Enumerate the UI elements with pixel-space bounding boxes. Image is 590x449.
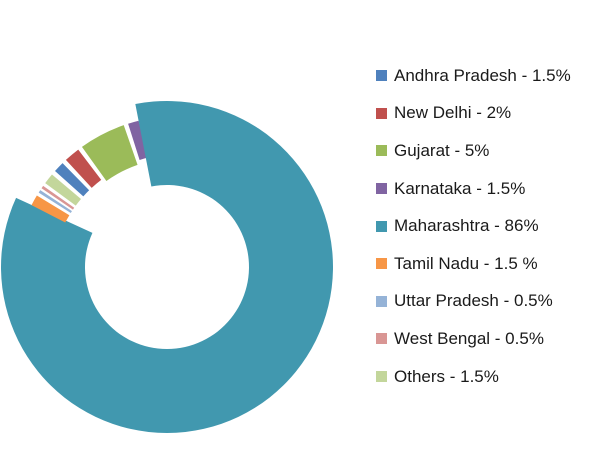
legend-item-andhra-pradesh: Andhra Pradesh - 1.5%: [376, 57, 571, 95]
legend-swatch: [376, 295, 387, 307]
legend-item-tamil-nadu: Tamil Nadu - 1.5 %: [376, 245, 571, 283]
legend-swatch: [376, 220, 387, 232]
slice-uttar-pradesh: [38, 190, 72, 213]
legend-swatch: [376, 70, 387, 82]
slice-karnataka: [128, 120, 148, 160]
legend-label: New Delhi - 2%: [394, 103, 512, 123]
slice-west-bengal: [41, 185, 75, 210]
legend-label: Gujarat - 5%: [394, 140, 490, 160]
slice-gujarat: [81, 125, 138, 181]
legend-label: Karnataka - 1.5%: [394, 178, 526, 198]
legend-item-karnataka: Karnataka - 1.5%: [376, 170, 571, 208]
slice-maharashtra: [1, 101, 334, 434]
legend-item-gujarat: Gujarat - 5%: [376, 132, 571, 170]
chart-legend: Andhra Pradesh - 1.5% New Delhi - 2% Gujar…: [376, 57, 571, 395]
legend-label: Others - 1.5%: [394, 366, 499, 386]
legend-item-maharashtra: Maharashtra - 86%: [376, 207, 571, 245]
legend-label: West Bengal - 0.5%: [394, 328, 544, 348]
slice-new-delhi: [65, 149, 102, 188]
slice-tamil-nadu: [31, 195, 70, 223]
legend-item-uttar-pradesh: Uttar Pradesh - 0.5%: [376, 283, 571, 321]
legend-swatch: [376, 145, 387, 157]
legend-swatch: [376, 258, 387, 270]
legend-item-west-bengal: West Bengal - 0.5%: [376, 320, 571, 358]
legend-swatch: [376, 107, 387, 119]
legend-swatch: [376, 183, 387, 195]
legend-swatch: [376, 333, 387, 345]
legend-swatch: [376, 371, 387, 383]
legend-label: Andhra Pradesh - 1.5%: [394, 65, 571, 85]
legend-item-new-delhi: New Delhi - 2%: [376, 95, 571, 133]
slice-andhra-pradesh: [55, 163, 90, 197]
legend-item-others: Others - 1.5%: [376, 358, 571, 396]
legend-label: Maharashtra - 86%: [394, 216, 539, 236]
slice-others: [45, 174, 81, 206]
legend-label: Tamil Nadu - 1.5 %: [394, 253, 538, 273]
legend-label: Uttar Pradesh - 0.5%: [394, 291, 553, 311]
